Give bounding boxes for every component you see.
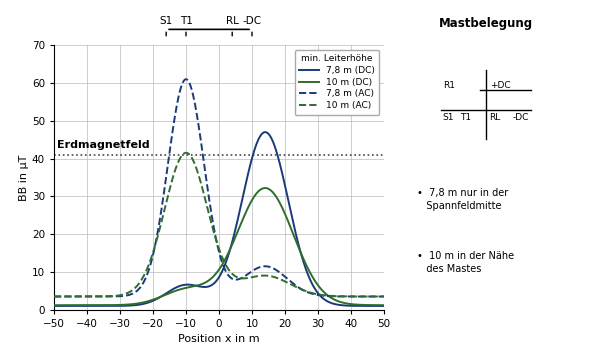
Text: RL: RL [490,113,501,122]
Text: RL: RL [226,16,239,26]
X-axis label: Position x in m: Position x in m [178,334,260,344]
Text: S1: S1 [160,16,173,26]
Text: S1: S1 [443,113,454,122]
Text: •  7,8 m nur in der
   Spannfeldmitte: • 7,8 m nur in der Spannfeldmitte [417,188,508,211]
Text: -DC: -DC [512,113,529,122]
Text: Mastbelegung: Mastbelegung [439,17,533,30]
Y-axis label: BB in µT: BB in µT [19,154,29,201]
Legend: 7,8 m (DC), 10 m (DC), 7,8 m (AC), 10 m (AC): 7,8 m (DC), 10 m (DC), 7,8 m (AC), 10 m … [295,50,379,114]
Text: T1: T1 [460,113,472,122]
Text: Erdmagnetfeld: Erdmagnetfeld [57,140,150,150]
Text: R1: R1 [443,81,455,90]
Text: -DC: -DC [242,16,262,26]
Text: +DC: +DC [490,81,510,90]
Text: •  10 m in der Nähe
   des Mastes: • 10 m in der Nähe des Mastes [417,251,514,274]
Text: T1: T1 [179,16,193,26]
